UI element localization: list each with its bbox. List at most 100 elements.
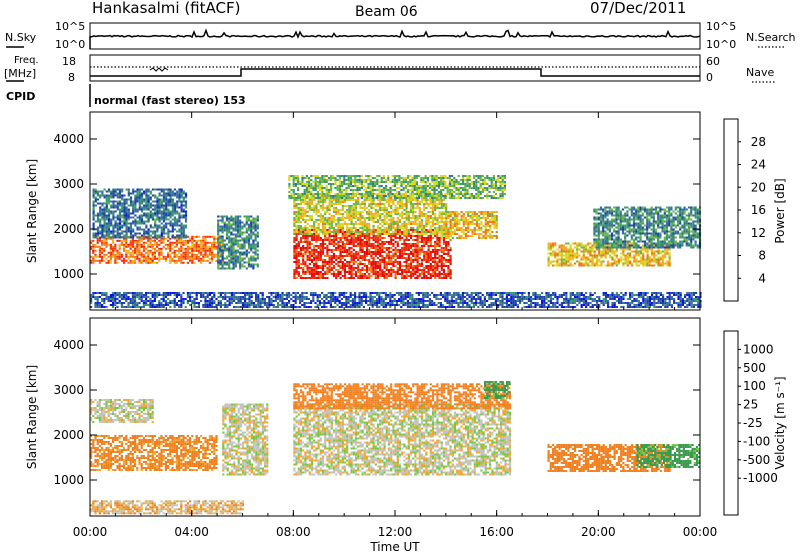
heatmap-cell <box>136 251 139 254</box>
heatmap-cell <box>488 195 491 197</box>
heatmap-cell <box>383 211 386 213</box>
heatmap-cell <box>488 179 491 181</box>
heatmap-cell <box>162 194 166 197</box>
heatmap-cell <box>149 251 152 254</box>
heatmap-cell <box>326 255 329 257</box>
heatmap-cell <box>468 177 471 179</box>
heatmap-cell <box>288 177 291 179</box>
heatmap-cell <box>165 204 168 207</box>
heatmap-cell <box>354 257 358 259</box>
heatmap-cell <box>297 273 300 275</box>
heatmap-cell <box>171 257 174 260</box>
heatmap-cell <box>365 245 369 247</box>
heatmap-cell <box>346 251 349 253</box>
heatmap-cell <box>365 181 368 183</box>
heatmap-cell <box>243 231 246 234</box>
heatmap-cell <box>363 201 366 203</box>
heatmap-cell <box>451 193 454 195</box>
heatmap-cell <box>367 187 370 189</box>
heatmap-cell <box>136 196 139 199</box>
heatmap-cell <box>420 191 423 193</box>
heatmap-cell <box>431 261 435 263</box>
heatmap-cell <box>180 222 183 225</box>
heatmap-cell <box>165 208 168 211</box>
heatmap-cell <box>352 235 355 237</box>
heatmap-cell <box>337 237 340 239</box>
heatmap-cell <box>443 225 446 227</box>
heatmap-cell <box>334 195 337 197</box>
heatmap-cell <box>345 179 348 181</box>
heatmap-cell <box>116 257 119 260</box>
heatmap-cell <box>370 207 373 209</box>
heatmap-cell <box>315 245 318 247</box>
heatmap-cell <box>131 253 134 256</box>
heatmap-cell <box>292 183 295 185</box>
heatmap-cell <box>306 233 309 235</box>
heatmap-cell <box>407 253 410 255</box>
heatmap-cell <box>343 263 347 265</box>
heatmap-cell <box>219 267 222 270</box>
heatmap-cell <box>436 221 439 223</box>
heatmap-cell <box>368 227 371 229</box>
heatmap-cell <box>156 206 159 209</box>
heatmap-cell <box>433 191 436 193</box>
heatmap-cell <box>114 210 117 213</box>
heatmap-cell <box>230 233 233 236</box>
heatmap-cell <box>376 213 380 215</box>
heatmap-cell <box>250 263 253 266</box>
heatmap-cell <box>222 261 225 264</box>
heatmap-cell <box>92 200 95 203</box>
heatmap-cell <box>319 199 322 201</box>
heatmap-cell <box>230 259 233 262</box>
heatmap-cell <box>169 216 172 219</box>
heatmap-cell <box>415 183 418 185</box>
heatmap-cell <box>337 273 340 275</box>
heatmap-cell <box>337 263 340 265</box>
heatmap-cell <box>306 205 309 207</box>
heatmap-cell <box>423 237 426 239</box>
heatmap-cell <box>354 203 358 205</box>
heatmap-cell <box>396 211 399 213</box>
heatmap-cell <box>162 218 166 221</box>
heatmap-cell <box>230 245 233 248</box>
heatmap-cell <box>407 245 410 247</box>
heatmap-cell <box>92 214 95 217</box>
heatmap-cell <box>390 267 393 269</box>
heatmap-cell <box>154 230 157 233</box>
heatmap-cell <box>127 228 130 231</box>
heatmap-cell <box>354 183 357 185</box>
heatmap-cell <box>414 235 417 237</box>
heatmap-cell <box>420 265 424 267</box>
heatmap-cell <box>360 185 363 187</box>
heatmap-cell <box>230 253 233 256</box>
heatmap-cell <box>444 185 447 187</box>
heatmap-cell <box>134 224 137 227</box>
heatmap-cell <box>234 219 237 222</box>
heatmap-cell <box>256 217 259 220</box>
heatmap-cell <box>213 255 216 258</box>
heatmap-cell <box>393 179 396 181</box>
heatmap-cell <box>348 207 351 209</box>
heatmap-cell <box>413 177 416 179</box>
heatmap-cell <box>411 177 414 179</box>
heatmap-cell <box>180 200 183 203</box>
heatmap-cell <box>145 247 148 250</box>
heatmap-cell <box>486 183 489 185</box>
heatmap-cell <box>221 235 224 238</box>
heatmap-cell <box>434 247 437 249</box>
heatmap-cell <box>376 195 379 197</box>
heatmap-cell <box>394 249 397 251</box>
heatmap-cell <box>381 255 384 257</box>
heatmap-cell <box>445 237 448 239</box>
heatmap-cell <box>306 235 309 237</box>
heatmap-cell <box>160 247 163 250</box>
heatmap-cell <box>162 245 165 248</box>
heatmap-cell <box>407 271 410 273</box>
heatmap-cell <box>319 255 322 257</box>
heatmap-cell <box>125 245 128 248</box>
heatmap-cell <box>215 241 218 244</box>
heatmap-cell <box>426 193 429 195</box>
heatmap-cell <box>228 239 231 242</box>
heatmap-cell <box>303 197 306 199</box>
heatmap-cell <box>394 211 397 213</box>
